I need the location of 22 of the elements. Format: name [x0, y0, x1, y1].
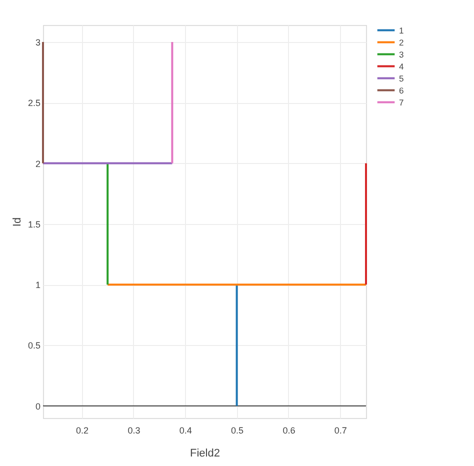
y-tick-label: 0.5 [28, 340, 40, 351]
y-tick-label: 1.5 [28, 219, 40, 230]
y-tick-label: 2.5 [28, 98, 40, 108]
x-tick-label: 0.6 [282, 426, 296, 436]
x-tick-label: 0.2 [76, 426, 89, 436]
legend-label: 4 [399, 61, 404, 72]
x-tick-label: 0.4 [179, 426, 192, 436]
x-tick-label: 0.3 [128, 426, 140, 436]
x-tick-label: 0.7 [334, 426, 347, 436]
legend-label: 5 [399, 73, 404, 84]
x-tick-label: 0.5 [231, 426, 244, 436]
y-axis-title: Id [12, 217, 24, 227]
legend-label: 2 [399, 37, 404, 48]
x-axis-title: Field2 [190, 448, 220, 460]
legend-label: 1 [399, 25, 404, 36]
legend-label: 7 [399, 97, 404, 108]
y-tick-label: 0 [35, 401, 40, 412]
y-tick-label: 2 [35, 158, 40, 169]
y-tick-label: 1 [35, 280, 40, 290]
y-tick-label: 3 [35, 37, 40, 48]
legend-label: 6 [399, 85, 404, 96]
legend-label: 3 [399, 49, 404, 60]
